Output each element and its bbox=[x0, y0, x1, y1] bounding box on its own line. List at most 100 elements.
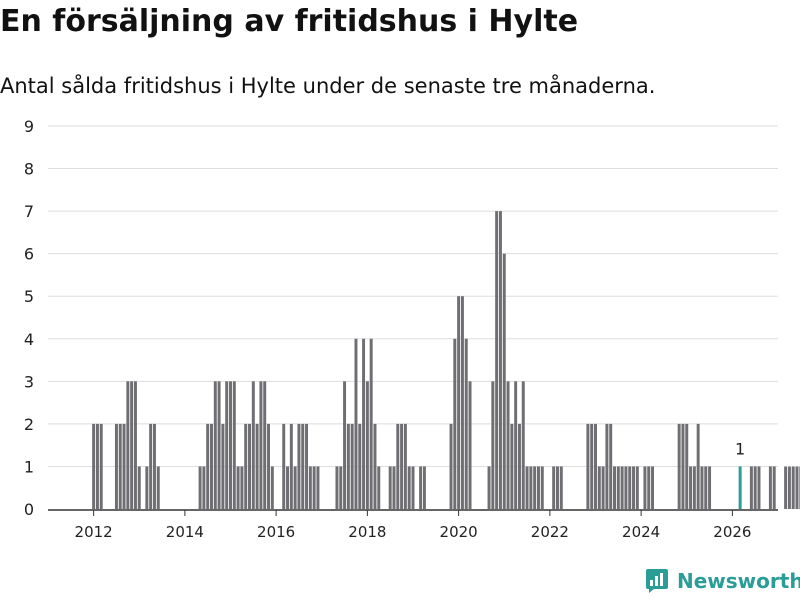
bar bbox=[700, 466, 704, 509]
bars bbox=[92, 211, 800, 509]
y-tick-label: 6 bbox=[24, 245, 34, 264]
bar bbox=[613, 466, 616, 509]
bar bbox=[282, 423, 286, 509]
bar bbox=[316, 466, 320, 509]
x-tick-label: 2016 bbox=[257, 523, 295, 541]
bar bbox=[95, 423, 99, 509]
bar bbox=[597, 466, 601, 509]
newsworthy-logo: Newsworthy bbox=[645, 568, 800, 594]
newsworthy-logo-icon bbox=[646, 569, 668, 593]
bar bbox=[601, 466, 605, 509]
bar bbox=[149, 423, 153, 509]
x-tick-label: 2026 bbox=[713, 523, 751, 541]
bar bbox=[529, 466, 533, 509]
bar bbox=[689, 466, 693, 509]
bar bbox=[289, 423, 293, 509]
y-tick-label: 0 bbox=[24, 500, 34, 519]
bar bbox=[362, 338, 366, 509]
bar bbox=[403, 423, 407, 509]
bar bbox=[156, 466, 160, 509]
bar bbox=[350, 423, 354, 509]
bar bbox=[449, 423, 453, 509]
bar bbox=[460, 296, 464, 509]
bar bbox=[248, 423, 251, 509]
bar bbox=[795, 466, 799, 509]
y-tick-label: 2 bbox=[24, 415, 34, 434]
bar bbox=[365, 381, 369, 509]
bar bbox=[692, 466, 696, 509]
bar bbox=[130, 381, 134, 509]
x-axis bbox=[48, 509, 778, 516]
bar bbox=[616, 466, 620, 509]
y-tick-label: 4 bbox=[24, 330, 34, 349]
bar bbox=[145, 466, 149, 509]
bar bbox=[468, 381, 472, 509]
bar bbox=[498, 211, 502, 509]
bar bbox=[122, 423, 126, 509]
bar bbox=[422, 466, 426, 509]
bar bbox=[787, 466, 791, 509]
bar bbox=[354, 338, 358, 509]
bar bbox=[419, 466, 423, 509]
bar bbox=[502, 253, 506, 509]
bar bbox=[225, 381, 229, 509]
bar bbox=[213, 381, 217, 509]
annotations: 1 bbox=[735, 439, 745, 458]
bar bbox=[286, 466, 290, 509]
chart-subtitle: Antal sålda fritidshus i Hylte under de … bbox=[0, 74, 656, 98]
newsworthy-logo-text: Newsworthy bbox=[677, 569, 800, 593]
bar bbox=[232, 381, 236, 509]
bar bbox=[696, 423, 700, 509]
bar bbox=[536, 466, 540, 509]
y-tick-label: 1 bbox=[24, 457, 34, 476]
bar bbox=[685, 423, 689, 509]
bar bbox=[137, 466, 141, 509]
x-tick-label: 2020 bbox=[440, 523, 478, 541]
x-tick-label: 2014 bbox=[166, 523, 204, 541]
bar bbox=[517, 423, 521, 509]
bar bbox=[506, 381, 510, 509]
gridlines bbox=[48, 125, 778, 467]
highlight-value-label: 1 bbox=[735, 439, 745, 458]
bar bbox=[708, 466, 712, 509]
bar bbox=[339, 466, 343, 509]
bar bbox=[533, 466, 537, 509]
bar bbox=[240, 466, 244, 509]
bar bbox=[525, 466, 529, 509]
chart-title: En försäljning av fritidshus i Hylte bbox=[0, 4, 579, 39]
bar bbox=[457, 296, 461, 509]
bar bbox=[305, 423, 309, 509]
bar bbox=[753, 466, 757, 509]
bar bbox=[594, 423, 597, 509]
bar bbox=[270, 466, 274, 509]
bar bbox=[392, 466, 396, 509]
bar bbox=[396, 423, 400, 509]
bar bbox=[255, 423, 259, 509]
bar bbox=[487, 466, 491, 509]
bar bbox=[609, 423, 613, 509]
bar bbox=[453, 338, 457, 509]
bar bbox=[768, 466, 772, 509]
bar bbox=[772, 466, 776, 509]
bar bbox=[540, 466, 544, 509]
bar bbox=[301, 423, 305, 509]
bar bbox=[647, 466, 651, 509]
bar bbox=[297, 423, 301, 509]
bar bbox=[236, 466, 240, 509]
bar bbox=[632, 466, 636, 509]
bar bbox=[514, 381, 518, 509]
x-axis-labels: 2012 2014 2016 2018 2020 2022 2024 2026 bbox=[75, 523, 752, 541]
bar bbox=[346, 423, 350, 509]
bar bbox=[206, 423, 210, 509]
bar bbox=[369, 338, 373, 509]
bar bbox=[586, 423, 590, 509]
x-tick-label: 2012 bbox=[75, 523, 113, 541]
bar bbox=[681, 423, 685, 509]
bar bbox=[521, 381, 525, 509]
bar bbox=[92, 423, 96, 509]
bar bbox=[495, 211, 499, 509]
bar bbox=[118, 423, 122, 509]
bar bbox=[202, 466, 206, 509]
bar bbox=[114, 423, 118, 509]
